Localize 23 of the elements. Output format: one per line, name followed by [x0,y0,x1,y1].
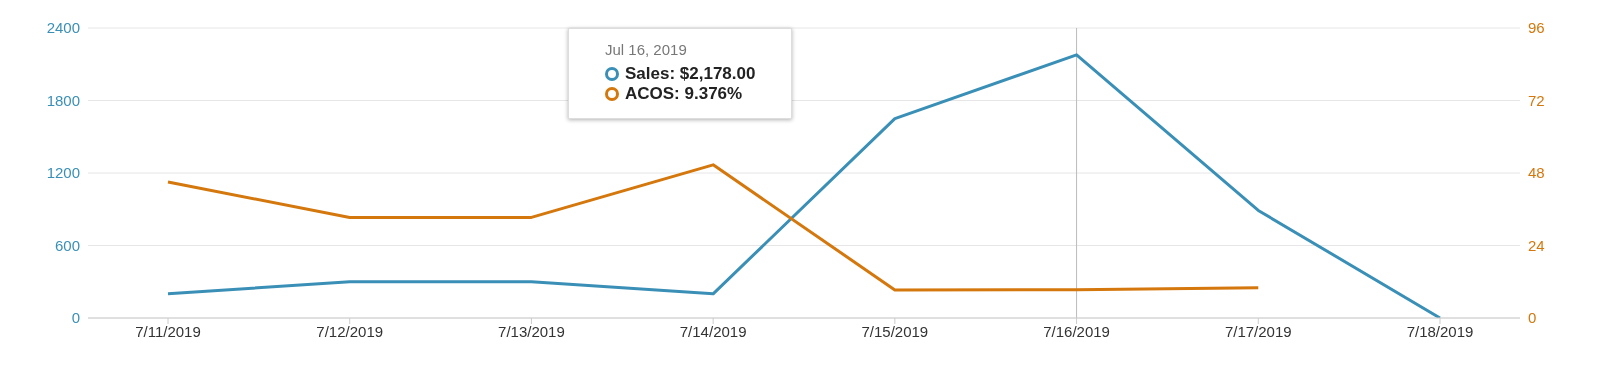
y-tick-label: 600 [54,236,80,254]
annotation: Jul 16, 2019 [605,41,688,58]
line-series [166,163,1260,292]
x-tick-label: 7/14/2019 [679,322,747,340]
y-tick-label: 0 [71,309,80,327]
y2-tick-label: 0 [1528,309,1537,327]
x-tick-label: 7/17/2019 [1224,322,1292,340]
x-tick-label: 7/11/2019 [135,322,201,340]
tooltip-box: Jul 16, 2019 Sales: $2,178.00 ACOS: 9.376% [568,28,793,119]
annotation: ACOS: 9.376% [625,84,743,104]
x-tick-label: 7/18/2019 [1406,322,1474,340]
y-tick-label: 2400 [46,19,80,37]
x-tick-label: 7/16/2019 [1043,322,1110,340]
x-tick-label: 7/13/2019 [498,322,565,340]
annotation: Sales: $2,178.00 [625,64,756,84]
x-tick-label: 7/12/2019 [316,322,384,340]
y2-tick-label: 72 [1528,91,1545,109]
x-tick-label: 7/15/2019 [861,322,929,340]
y2-tick-label: 24 [1528,236,1545,254]
y2-tick-label: 96 [1528,19,1545,37]
y2-tick-label: 48 [1528,164,1545,182]
y-tick-label: 1200 [46,164,80,182]
y-tick-label: 1800 [46,91,80,109]
